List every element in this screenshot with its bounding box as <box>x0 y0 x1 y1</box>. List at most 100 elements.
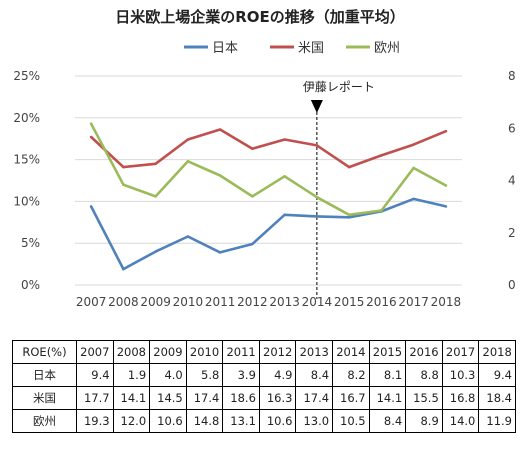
table-cell: 1.9 <box>112 363 151 387</box>
x-tick-label: 2011 <box>205 295 236 309</box>
table-header-year: 2008 <box>112 340 151 364</box>
table-cell: 10.6 <box>149 409 187 433</box>
data-point <box>251 242 254 246</box>
table-cell: 17.7 <box>76 386 114 410</box>
table-cell: 13.0 <box>295 409 334 433</box>
data-point <box>186 159 190 163</box>
x-tick-label: 2016 <box>366 295 397 309</box>
legend-label-2: 欧州 <box>374 41 400 56</box>
table-cell: 4.9 <box>258 363 297 387</box>
table-cell: 17.4 <box>185 386 224 410</box>
right-y-tick-label: 4 <box>508 174 516 188</box>
table-cell: 8.2 <box>332 363 370 387</box>
data-point <box>251 147 254 151</box>
table-header-year: 2018 <box>478 340 516 364</box>
x-tick-label: 2018 <box>431 295 462 309</box>
table-cell: 16.7 <box>332 386 370 410</box>
data-point <box>380 209 383 212</box>
data-point <box>283 175 286 178</box>
data-point <box>154 195 157 198</box>
table-row: 米国 17.7 14.1 14.5 17.4 18.6 16.3 17.4 16.7 14.1 15… <box>12 386 516 410</box>
x-tick-label: 2017 <box>398 295 429 309</box>
table-cell: 12.0 <box>112 409 151 433</box>
table-cell: 10.6 <box>258 409 297 433</box>
roe-line-chart: 日米欧上場企業のROEの推移（加重平均） 日本 米国 欧州 0% 5% 10% 15% 20% 2… <box>13 8 516 309</box>
table-cell: 3.9 <box>222 363 260 387</box>
table-cell: 9.4 <box>478 363 516 387</box>
legend-label-1: 米国 <box>298 41 324 56</box>
table-header-year: 2010 <box>185 340 224 364</box>
y-tick-label: 25% <box>13 69 40 83</box>
data-point <box>122 267 125 271</box>
annotation-marker-icon <box>310 100 323 113</box>
series-line-1 <box>90 128 447 169</box>
data-point <box>347 215 351 219</box>
roe-data-table: ROE(%) 2007 2008 2009 2010 2011 2012 2013 2014 2… <box>12 340 516 433</box>
right-y-tick-label: 6 <box>508 121 516 135</box>
table-cell: 14.8 <box>185 409 224 433</box>
x-tick-label: 2012 <box>237 295 268 309</box>
table-cell: 15.5 <box>405 386 443 410</box>
y-tick-label: 15% <box>13 153 40 167</box>
x-tick-label: 2009 <box>140 295 171 309</box>
table-cell: 8.4 <box>295 363 334 387</box>
table-cell: 9.4 <box>76 363 114 387</box>
table-cell: 14.1 <box>368 386 407 410</box>
data-point <box>444 184 448 187</box>
table-header-year: 2017 <box>441 340 480 364</box>
table-cell: 8.4 <box>368 409 407 433</box>
y-tick-label: 20% <box>13 111 40 125</box>
table-cell: 5.8 <box>185 363 224 387</box>
table-cell: 8.8 <box>405 363 443 387</box>
x-tick-label: 2010 <box>173 295 204 309</box>
table-header-row: ROE(%) 2007 2008 2009 2010 2011 2012 2013 2014 2… <box>12 340 516 364</box>
table-header-label: ROE(%) <box>12 340 77 364</box>
data-point <box>315 195 319 199</box>
y-tick-label: 5% <box>21 236 40 250</box>
table-header-year: 2007 <box>76 340 114 364</box>
data-point <box>122 165 125 169</box>
data-point <box>444 129 448 133</box>
x-tick-label: 2007 <box>76 295 107 309</box>
table-row-label: 日本 <box>12 363 77 387</box>
data-point <box>89 205 93 208</box>
x-tick-label: 2014 <box>302 295 333 309</box>
table-cell: 16.8 <box>441 386 480 410</box>
annotation-label: 伊藤レポート <box>303 80 375 94</box>
table-row: 欧州 19.3 12.0 10.6 14.8 13.1 10.6 13.0 10.5 8.4 8.9… <box>12 409 516 433</box>
right-y-tick-label: 0 <box>508 278 516 292</box>
data-point <box>218 128 222 131</box>
right-y-tick-label: 8 <box>508 69 516 83</box>
table-cell: 16.3 <box>258 386 297 410</box>
table-cell: 11.9 <box>478 409 516 433</box>
table-cell: 8.9 <box>405 409 443 433</box>
table-cell: 8.1 <box>368 363 407 387</box>
table-cell: 10.5 <box>332 409 370 433</box>
table-cell: 17.4 <box>295 386 334 410</box>
data-point <box>315 215 319 218</box>
chart-title: 日米欧上場企業のROEの推移（加重平均） <box>115 8 405 26</box>
table-header-year: 2013 <box>295 340 334 364</box>
table-cell: 18.6 <box>222 386 260 410</box>
table-cell: 14.5 <box>149 386 187 410</box>
data-point <box>283 138 286 141</box>
x-tick-label: 2015 <box>334 295 365 309</box>
data-point <box>89 122 93 125</box>
data-point <box>251 195 254 198</box>
data-point <box>154 250 157 253</box>
table-header-year: 2009 <box>149 340 187 364</box>
data-point <box>412 143 415 146</box>
legend-label-0: 日本 <box>212 41 238 56</box>
x-tick-label: 2008 <box>108 295 139 309</box>
data-point <box>186 235 190 238</box>
table-row-label: 欧州 <box>12 409 77 433</box>
table-row: 日本 9.4 1.9 4.0 5.8 3.9 4.9 8.4 8.2 8.1 8.8 10.3 9.4 <box>12 363 516 387</box>
table-cell: 14.0 <box>441 409 480 433</box>
table-cell: 10.3 <box>441 363 480 387</box>
data-point <box>444 205 448 208</box>
table-cell: 18.4 <box>478 386 516 410</box>
data-point <box>283 213 286 217</box>
table-header-year: 2015 <box>368 340 407 364</box>
data-point <box>122 183 125 186</box>
data-point <box>89 135 93 139</box>
